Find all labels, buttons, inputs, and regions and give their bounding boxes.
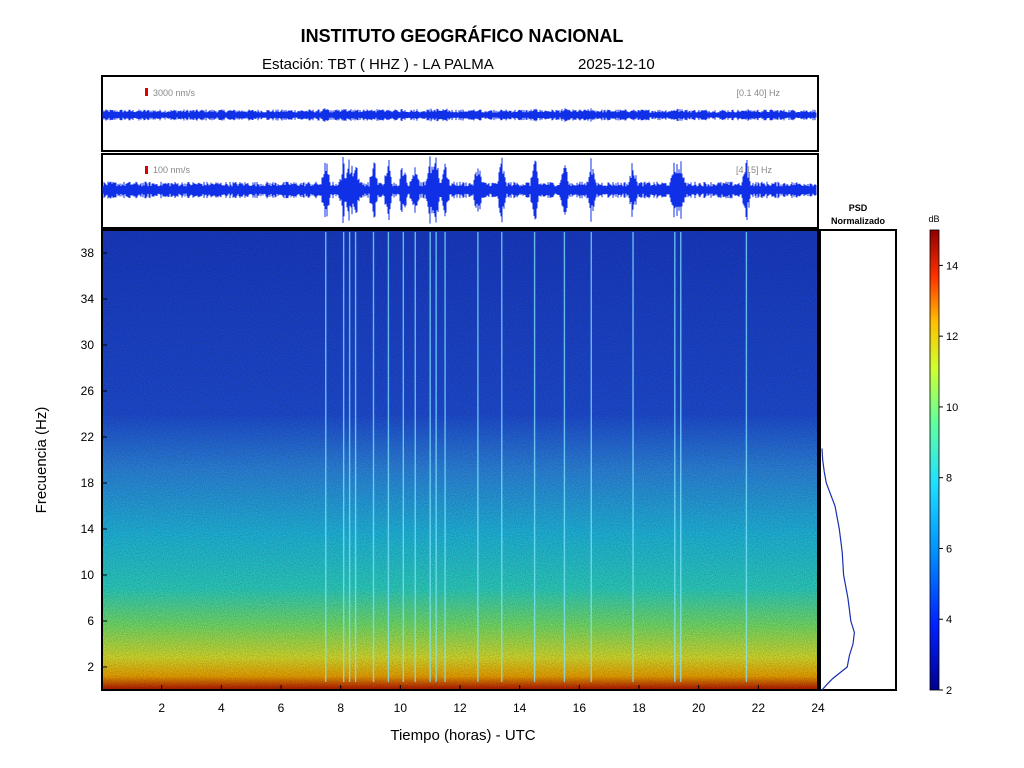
y-tick-label: 14 [81, 522, 95, 536]
y-tick-label: 6 [87, 614, 94, 628]
x-tick-label: 22 [752, 701, 766, 715]
trace-mid-amplitude: 100 nm/s [153, 165, 191, 175]
spectrogram: 2 4 6 8 10 12 14 16 18 20 22 24 261014182226303438 … [33, 229, 825, 744]
x-tick-label: 4 [218, 701, 225, 715]
colorbar-tick-label: 4 [946, 614, 952, 626]
x-tick-label: 24 [811, 701, 825, 715]
trace-mid-band: [4 15] Hz [736, 165, 773, 175]
y-tick-label: 10 [81, 568, 95, 582]
date-label: 2025-12-10 [578, 56, 655, 73]
waveform-path [102, 108, 817, 122]
trace-mid-scale-bar [145, 166, 148, 174]
x-tick-label: 10 [394, 701, 408, 715]
y-tick-label: 26 [81, 384, 95, 398]
colorbar-tick-label: 6 [946, 543, 952, 555]
psd-subtitle: Normalizado [831, 216, 886, 226]
x-tick-label: 12 [453, 701, 467, 715]
colorbar-ticks: 2 4 6 8 10 12 14 [939, 260, 958, 697]
x-tick-label: 6 [278, 701, 285, 715]
waveform-path [102, 156, 817, 224]
colorbar-tick-label: 2 [946, 685, 952, 697]
colorbar-tick-label: 10 [946, 402, 958, 414]
y-axis-label: Frecuencia (Hz) [33, 407, 50, 514]
trace-top-amplitude: 3000 nm/s [153, 88, 196, 98]
colorbar-tick-label: 8 [946, 473, 952, 485]
y-tick-label: 38 [81, 246, 95, 260]
trace-top-band: [0.1 40] Hz [736, 88, 780, 98]
station-label: Estación: TBT ( HHZ ) - LA PALMA [262, 56, 494, 73]
x-axis-ticks: 2 4 6 8 10 12 14 16 18 20 22 24 [158, 685, 825, 715]
x-axis-label: Tiempo (horas) - UTC [390, 727, 535, 744]
colorbar-unit: dB [928, 214, 939, 224]
y-tick-label: 18 [81, 476, 95, 490]
y-tick-label: 2 [87, 660, 94, 674]
page-title: INSTITUTO GEOGRÁFICO NACIONAL [300, 26, 624, 46]
x-tick-label: 16 [573, 701, 587, 715]
trace-top-waveform [102, 108, 817, 122]
y-tick-label: 30 [81, 338, 95, 352]
x-tick-label: 20 [692, 701, 706, 715]
trace-mid-waveform [102, 156, 817, 224]
trace-top-panel: 3000 nm/s [0.1 40] Hz [101, 75, 819, 152]
x-tick-label: 2 [158, 701, 165, 715]
trace-top-scale-bar [145, 88, 148, 96]
y-tick-label: 22 [81, 430, 95, 444]
x-tick-label: 14 [513, 701, 527, 715]
spectrogram-events [325, 232, 748, 682]
psd-title: PSD [849, 203, 868, 213]
colorbar-tick-label: 14 [946, 260, 958, 272]
psd-panel: PSD Normalizado [819, 203, 897, 691]
trace-mid-panel: 100 nm/s [4 15] Hz [101, 153, 819, 229]
x-tick-label: 8 [337, 701, 344, 715]
y-tick-label: 34 [81, 292, 95, 306]
psd-curve [821, 448, 856, 691]
colorbar-tick-label: 12 [946, 331, 958, 343]
colorbar: dB 2 4 6 8 10 12 14 [928, 214, 958, 697]
spectrogram-noise [102, 230, 818, 690]
x-tick-label: 18 [632, 701, 646, 715]
